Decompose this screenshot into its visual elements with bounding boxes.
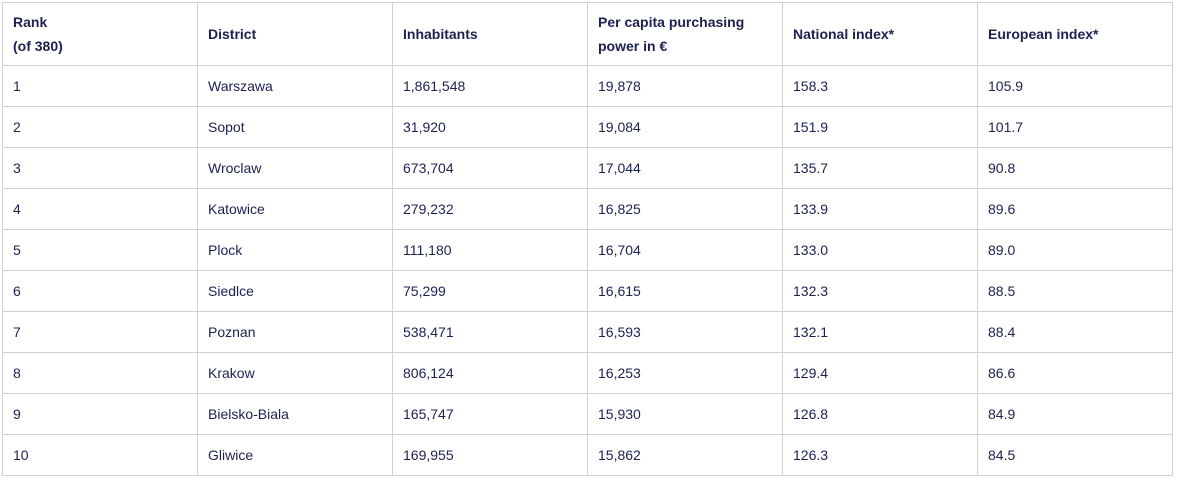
table-cell: 8 xyxy=(2,352,198,394)
table-cell: 673,704 xyxy=(392,147,588,189)
table-row: 10 Gliwice 169,955 15,862 126.3 84.5 xyxy=(2,434,1173,476)
table-cell: 10 xyxy=(2,434,198,476)
table-cell: Gliwice xyxy=(197,434,393,476)
table-cell: 129.4 xyxy=(782,352,978,394)
table-cell: 16,615 xyxy=(587,270,783,312)
table-row: 5 Plock 111,180 16,704 133.0 89.0 xyxy=(2,229,1173,271)
table-cell: 135.7 xyxy=(782,147,978,189)
table-cell: Krakow xyxy=(197,352,393,394)
table-cell: 133.9 xyxy=(782,188,978,230)
table-cell: Sopot xyxy=(197,106,393,148)
table-cell: 84.9 xyxy=(977,393,1173,435)
table-cell: Poznan xyxy=(197,311,393,353)
table-cell: 806,124 xyxy=(392,352,588,394)
table-cell: 126.3 xyxy=(782,434,978,476)
table-cell: 132.3 xyxy=(782,270,978,312)
table-row: 8 Krakow 806,124 16,253 129.4 86.6 xyxy=(2,352,1173,394)
table-row: 2 Sopot 31,920 19,084 151.9 101.7 xyxy=(2,106,1173,148)
header-row: Rank (of 380) District Inhabitants Per capi… xyxy=(2,2,1173,66)
table-body: 1 Warszawa 1,861,548 19,878 158.3 105.9 2 Sopot… xyxy=(2,65,1173,476)
table-cell: 133.0 xyxy=(782,229,978,271)
column-header: Per capita purchasing power in € xyxy=(587,2,783,66)
table-cell: 86.6 xyxy=(977,352,1173,394)
table-row: 3 Wroclaw 673,704 17,044 135.7 90.8 xyxy=(2,147,1173,189)
table-cell: 279,232 xyxy=(392,188,588,230)
table-cell: 84.5 xyxy=(977,434,1173,476)
column-header: European index* xyxy=(977,2,1173,66)
table-cell: 16,825 xyxy=(587,188,783,230)
table-cell: Warszawa xyxy=(197,65,393,107)
table-cell: 6 xyxy=(2,270,198,312)
column-header: National index* xyxy=(782,2,978,66)
table-row: 6 Siedlce 75,299 16,615 132.3 88.5 xyxy=(2,270,1173,312)
table-row: 7 Poznan 538,471 16,593 132.1 88.4 xyxy=(2,311,1173,353)
table-cell: 15,930 xyxy=(587,393,783,435)
table-cell: 165,747 xyxy=(392,393,588,435)
table-cell: 31,920 xyxy=(392,106,588,148)
table-cell: 88.5 xyxy=(977,270,1173,312)
table-cell: 15,862 xyxy=(587,434,783,476)
table-cell: 90.8 xyxy=(977,147,1173,189)
table-cell: 132.1 xyxy=(782,311,978,353)
table-row: 1 Warszawa 1,861,548 19,878 158.3 105.9 xyxy=(2,65,1173,107)
table-cell: 1 xyxy=(2,65,198,107)
table-header: Rank (of 380) District Inhabitants Per capi… xyxy=(2,2,1173,66)
table-cell: 16,593 xyxy=(587,311,783,353)
table-cell: 89.0 xyxy=(977,229,1173,271)
table-cell: 169,955 xyxy=(392,434,588,476)
table-cell: Wroclaw xyxy=(197,147,393,189)
table-cell: 5 xyxy=(2,229,198,271)
table-cell: Bielsko-Biala xyxy=(197,393,393,435)
table-cell: 16,253 xyxy=(587,352,783,394)
table-cell: 16,704 xyxy=(587,229,783,271)
table-cell: 4 xyxy=(2,188,198,230)
table-cell: 101.7 xyxy=(977,106,1173,148)
table-cell: Siedlce xyxy=(197,270,393,312)
column-header: Inhabitants xyxy=(392,2,588,66)
table-cell: 111,180 xyxy=(392,229,588,271)
column-header: Rank (of 380) xyxy=(2,2,198,66)
table-cell: 89.6 xyxy=(977,188,1173,230)
table-cell: 151.9 xyxy=(782,106,978,148)
table-cell: 105.9 xyxy=(977,65,1173,107)
table-cell: 88.4 xyxy=(977,311,1173,353)
table-row: 9 Bielsko-Biala 165,747 15,930 126.8 84.9 xyxy=(2,393,1173,435)
table-cell: 126.8 xyxy=(782,393,978,435)
table-cell: 7 xyxy=(2,311,198,353)
column-header: District xyxy=(197,2,393,66)
table-cell: 538,471 xyxy=(392,311,588,353)
table-row: 4 Katowice 279,232 16,825 133.9 89.6 xyxy=(2,188,1173,230)
table-cell: 3 xyxy=(2,147,198,189)
table-cell: 17,044 xyxy=(587,147,783,189)
table-cell: 9 xyxy=(2,393,198,435)
table-cell: 19,084 xyxy=(587,106,783,148)
table-cell: 158.3 xyxy=(782,65,978,107)
table-cell: Plock xyxy=(197,229,393,271)
table-cell: 19,878 xyxy=(587,65,783,107)
table-cell: 1,861,548 xyxy=(392,65,588,107)
table-cell: Katowice xyxy=(197,188,393,230)
table-cell: 2 xyxy=(2,106,198,148)
table-cell: 75,299 xyxy=(392,270,588,312)
